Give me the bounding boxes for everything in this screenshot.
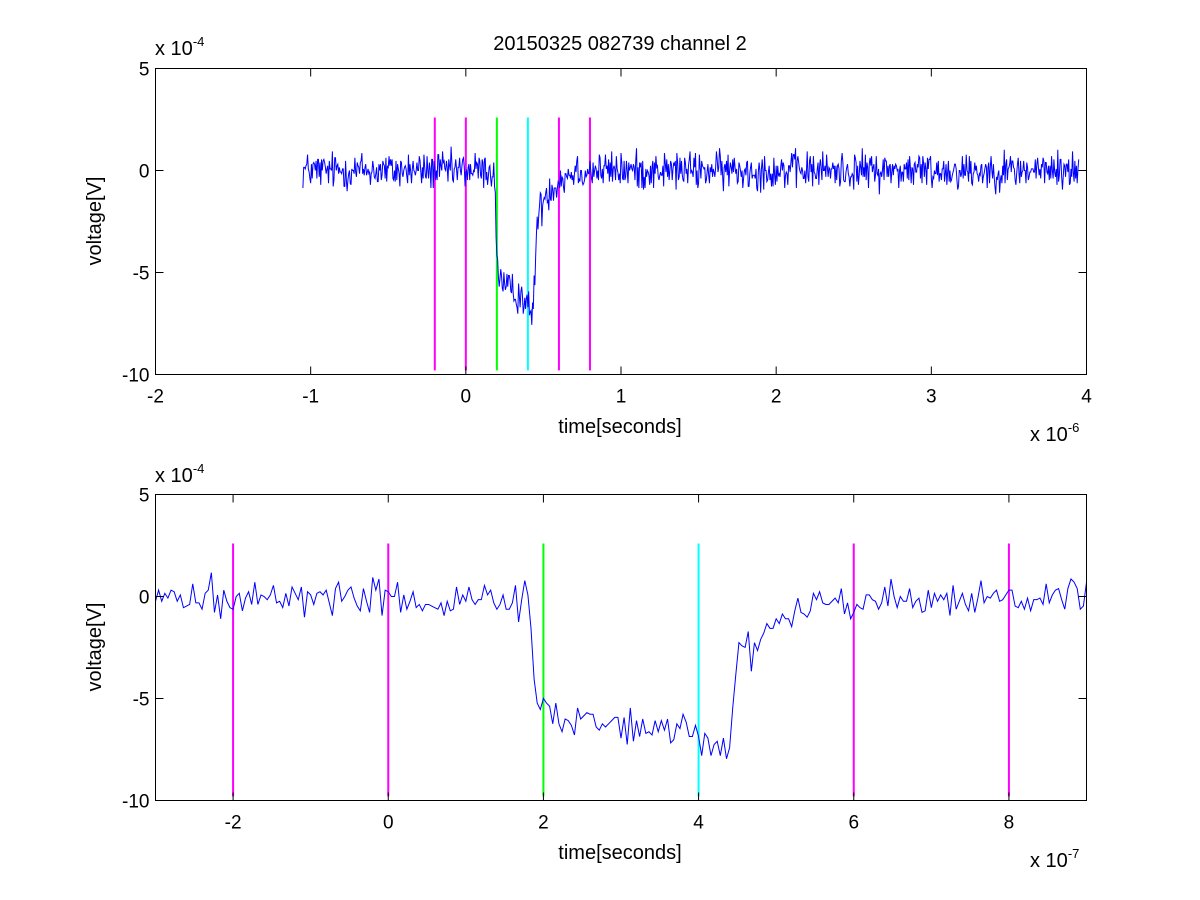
- voltage-series: [155, 572, 1087, 759]
- x-tick-label: -2: [147, 387, 164, 408]
- y-multiplier: x 10-4: [155, 461, 204, 487]
- x-tick-label: -2: [225, 813, 242, 834]
- y-tick-label: -5: [133, 690, 150, 711]
- x-tick-label: 4: [693, 813, 704, 834]
- top-plot: 20150325 082739 channel 2 x 10-4 -2 -1 0 1 2…: [84, 33, 1092, 446]
- y-multiplier-exponent: -4: [193, 461, 205, 476]
- x-axis-ticks: -2 -1 0 1 2 3 4: [147, 68, 1092, 408]
- x-axis-label: time[seconds]: [558, 416, 681, 438]
- y-axis-label: voltage[V]: [84, 177, 106, 266]
- y-multiplier-exponent: -4: [193, 34, 205, 49]
- x-multiplier-base: x 10: [1030, 424, 1068, 446]
- axes-box: [155, 68, 1087, 375]
- y-tick-label: 5: [139, 486, 150, 507]
- x-tick-label: 3: [926, 387, 937, 408]
- y-tick-label: 0: [139, 588, 150, 609]
- x-multiplier: x 10-6: [1030, 420, 1079, 446]
- y-multiplier: x 10-4: [155, 34, 204, 60]
- x-tick-label: 0: [383, 813, 394, 834]
- bottom-plot: x 10-4 -2 0 2 4 6 8 -10-505 time[seconds] vol…: [84, 461, 1087, 872]
- x-axis-ticks: -2 0 2 4 6 8: [225, 494, 1015, 834]
- y-axis-label: voltage[V]: [84, 603, 106, 692]
- y-tick-label: 0: [139, 162, 150, 183]
- x-tick-label: 4: [1081, 387, 1092, 408]
- y-multiplier-base: x 10: [155, 38, 193, 60]
- marker-lines: [232, 543, 1010, 797]
- chart-title: 20150325 082739 channel 2: [493, 33, 747, 55]
- x-tick-label: -1: [302, 387, 319, 408]
- voltage-series: [302, 146, 1080, 325]
- x-multiplier-exponent: -7: [1068, 846, 1080, 861]
- y-multiplier-base: x 10: [155, 465, 193, 487]
- y-tick-label: -10: [122, 366, 149, 387]
- y-axis-ticks: -10 -5 0 5: [122, 486, 1087, 813]
- y-tick-label: 5: [139, 60, 150, 81]
- y-tick-label: -10: [122, 792, 149, 813]
- x-axis-label: time[seconds]: [558, 842, 681, 864]
- x-tick-label: 0: [461, 387, 472, 408]
- y-axis-ticks: -10 -5 0 5: [122, 60, 1087, 387]
- x-tick-label: 2: [771, 387, 782, 408]
- x-tick-label: 2: [538, 813, 549, 834]
- x-tick-label: 1: [616, 387, 627, 408]
- axes-box: [155, 494, 1087, 801]
- x-multiplier-exponent: -6: [1068, 420, 1080, 435]
- y-tick-label: -5: [133, 264, 150, 285]
- x-tick-label: 8: [1004, 813, 1015, 834]
- x-multiplier-base: x 10: [1030, 850, 1068, 872]
- marker-lines: [433, 117, 591, 371]
- x-multiplier: x 10-7: [1030, 846, 1079, 872]
- x-tick-label: 6: [848, 813, 859, 834]
